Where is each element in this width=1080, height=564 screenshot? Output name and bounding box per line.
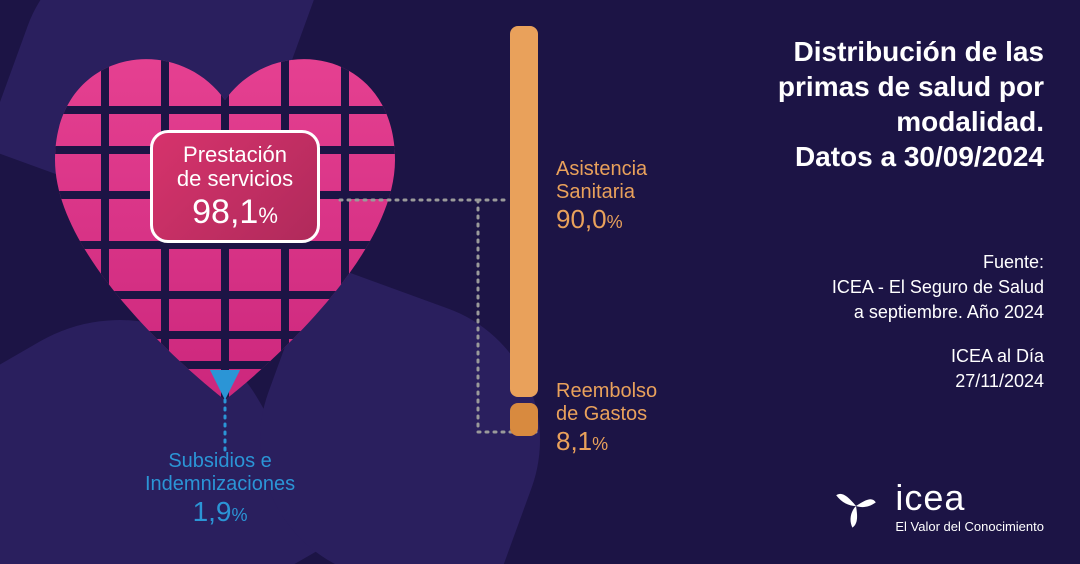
- logo-text: icea El Valor del Conocimiento: [895, 477, 1044, 534]
- reembolso-line1: Reembolso: [556, 380, 657, 403]
- asistencia-line2: Sanitaria: [556, 181, 647, 204]
- reembolso-value-number: 8,1: [556, 426, 592, 456]
- reembolso-value: 8,1%: [556, 426, 657, 457]
- asistencia-value-number: 90,0: [556, 204, 607, 234]
- subsidios-label: Subsidios e Indemnizaciones 1,9%: [145, 450, 295, 528]
- source-block: Fuente: ICEA - El Seguro de Salud a sept…: [832, 250, 1044, 394]
- logo-mark-icon: [829, 479, 883, 533]
- title-line: Distribución de las: [778, 34, 1044, 69]
- percent-sign: %: [607, 212, 623, 232]
- subsidios-line2: Indemnizaciones: [145, 473, 295, 496]
- title-line: primas de salud por: [778, 69, 1044, 104]
- source-line: a septiembre. Año 2024: [832, 300, 1044, 325]
- source-line: 27/11/2024: [832, 369, 1044, 394]
- subsidios-line1: Subsidios e: [145, 450, 295, 473]
- breakdown-bar: [510, 26, 538, 436]
- reembolso-label: Reembolso de Gastos 8,1%: [556, 380, 657, 457]
- reembolso-line2: de Gastos: [556, 403, 657, 426]
- page-title: Distribución de las primas de salud por …: [778, 34, 1044, 174]
- logo-brand: icea: [895, 477, 1044, 519]
- asistencia-value: 90,0%: [556, 204, 647, 235]
- source-line: ICEA al Día: [832, 344, 1044, 369]
- icea-logo: icea El Valor del Conocimiento: [829, 477, 1044, 534]
- source-line: Fuente:: [832, 250, 1044, 275]
- asistencia-line1: Asistencia: [556, 158, 647, 181]
- percent-sign: %: [232, 505, 248, 525]
- title-line: Datos a 30/09/2024: [778, 139, 1044, 174]
- source-line: ICEA - El Seguro de Salud: [832, 275, 1044, 300]
- title-line: modalidad.: [778, 104, 1044, 139]
- subsidios-value-number: 1,9: [193, 496, 232, 527]
- infographic-canvas: Prestación de servicios 98,1% Subsidios …: [0, 0, 1080, 564]
- subsidios-value: 1,9%: [145, 496, 295, 528]
- percent-sign: %: [592, 434, 608, 454]
- logo-tagline: El Valor del Conocimiento: [895, 519, 1044, 534]
- asistencia-label: Asistencia Sanitaria 90,0%: [556, 158, 647, 235]
